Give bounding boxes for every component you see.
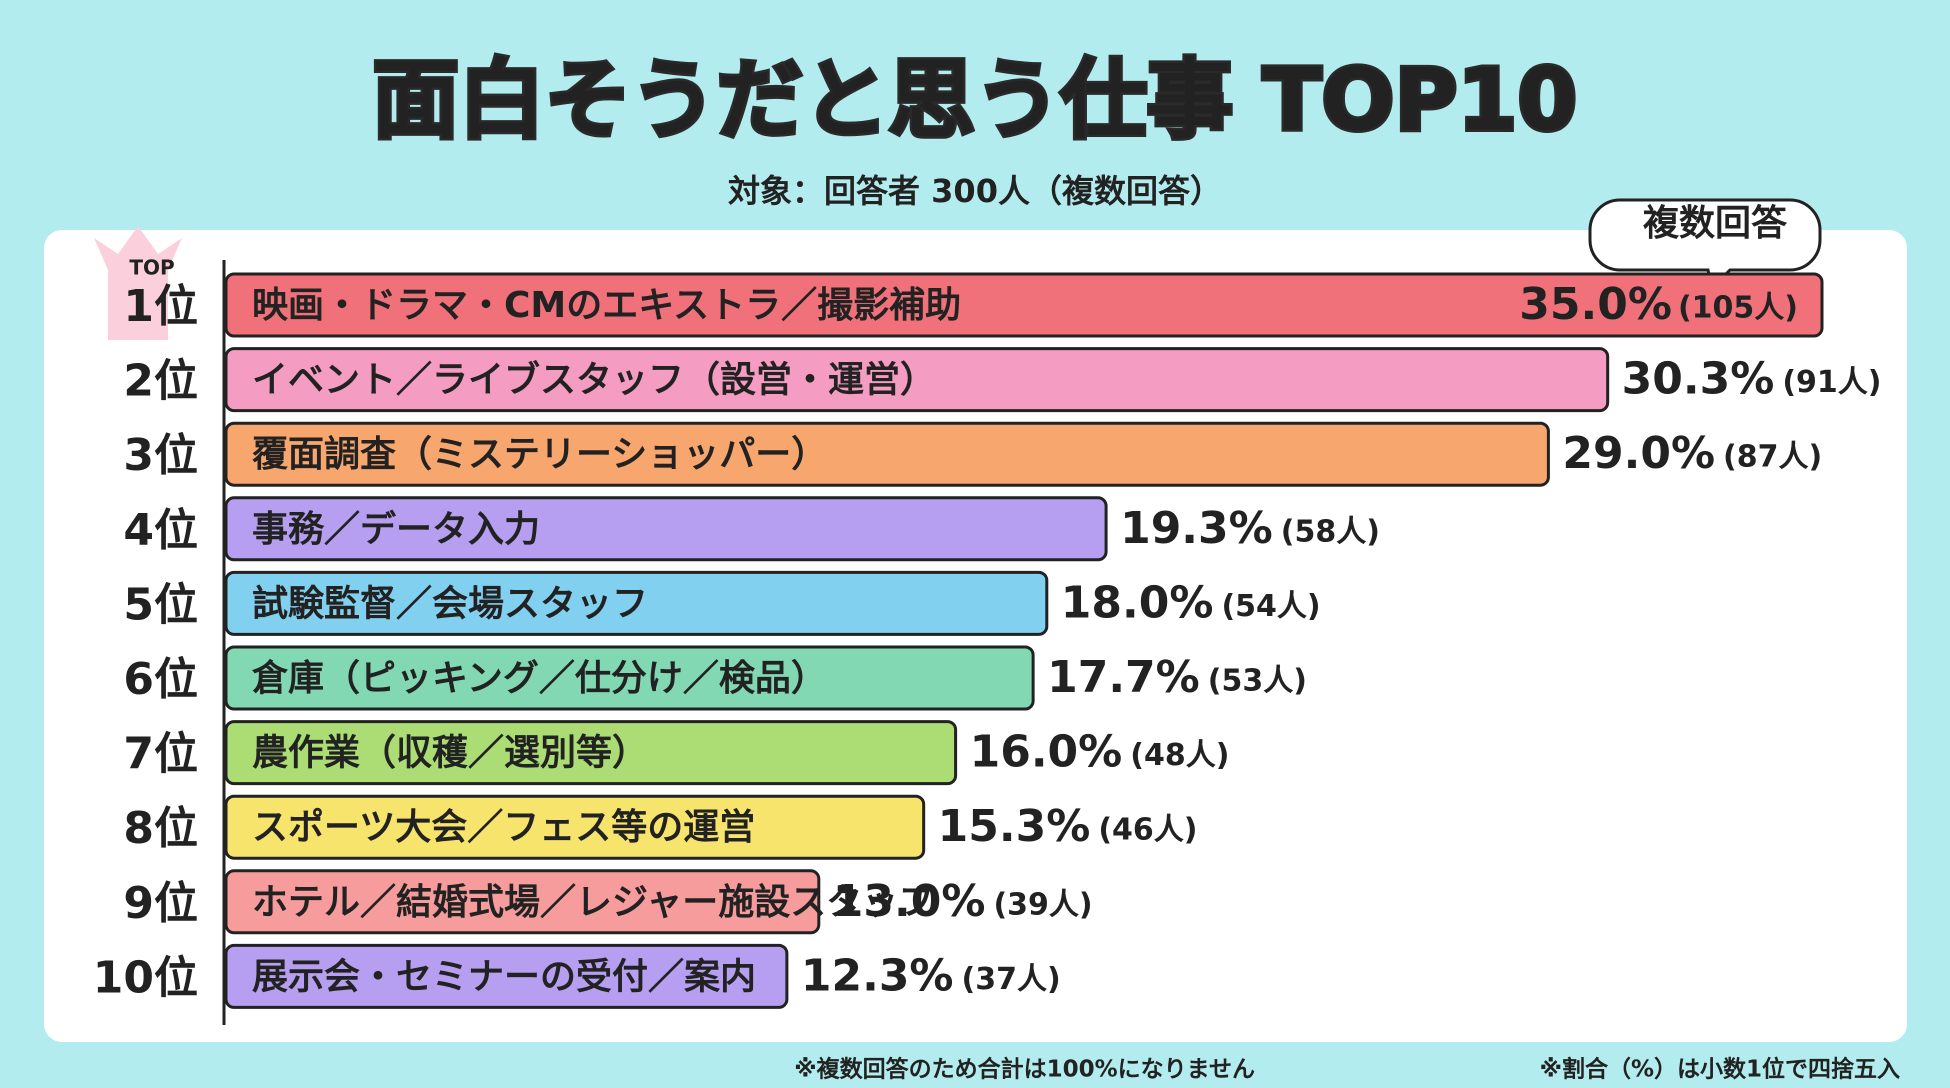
bar: [224, 570, 1049, 636]
bar: [224, 421, 1550, 487]
count-label: (46人): [1098, 813, 1197, 848]
top-label: TOP: [129, 256, 174, 280]
value-label: 17.7%: [1047, 652, 1200, 703]
category-label: 事務／データ入力: [252, 508, 540, 550]
count-label: (48人): [1130, 738, 1229, 773]
category-label: 展示会・セミナーの受付／案内: [252, 956, 756, 997]
value-label: 29.0%: [1562, 428, 1715, 479]
chart-title: 面白そうだと思う仕事 TOP10: [373, 50, 1577, 150]
rank-label: 8位: [123, 803, 198, 854]
count-label: (87人): [1723, 440, 1822, 475]
bar: [224, 720, 958, 786]
rank-label: 1位: [123, 281, 198, 332]
category-label: 映画・ドラマ・CMのエキストラ／撮影補助: [252, 285, 961, 326]
value-label: 16.0%: [970, 727, 1123, 778]
count-label: (58人): [1281, 514, 1380, 549]
value-label: 19.3%: [1120, 503, 1273, 554]
rank-label: 10位: [93, 952, 198, 1003]
crown: [94, 226, 182, 340]
category-label: ホテル／結婚式場／レジャー施設スタッフ: [252, 882, 934, 923]
rank-label: 6位: [123, 654, 198, 705]
value-label: 18.0%: [1061, 577, 1214, 628]
bar: [224, 347, 1610, 413]
count-label: (91人): [1782, 365, 1881, 400]
subtitle: 対象：回答者 300人（複数回答）: [728, 172, 1222, 210]
count-label: (37人): [962, 962, 1061, 997]
category-label: 倉庫（ピッキング／仕分け／検品）: [251, 658, 827, 699]
badge: 複数回答: [1643, 203, 1788, 244]
category-label: 覆面調査（ミステリーショッパー）: [252, 434, 827, 475]
bar: [224, 869, 821, 935]
category-label: 試験監督／会場スタッフ: [252, 583, 648, 624]
value-label: 12.3%: [801, 950, 954, 1001]
note: ※割合（%）は小数1位で四捨五入: [1540, 1056, 1900, 1083]
category-label: イベント／ライブスタッフ（設営・運営）: [252, 359, 936, 401]
rank-label: 5位: [123, 579, 198, 630]
bar: [224, 496, 1108, 562]
count-label: (39人): [993, 887, 1092, 922]
category-label: 農作業（収穫／選別等）: [252, 733, 648, 774]
rank-label: 4位: [123, 505, 198, 556]
value-label: 13.0%: [833, 876, 986, 927]
rank-label: 2位: [123, 356, 198, 407]
count-label: (105人): [1678, 291, 1798, 326]
note: ※複数回答のため合計は100%になりません: [794, 1056, 1255, 1083]
rank-label: 9位: [123, 878, 198, 929]
value-label: 15.3%: [938, 801, 1091, 852]
bar: [224, 794, 926, 860]
bar: [224, 645, 1035, 711]
count-label: (54人): [1221, 589, 1320, 624]
value-label: 35.0%: [1519, 279, 1672, 330]
count-label: (53人): [1208, 664, 1307, 699]
rank-label: 7位: [123, 729, 198, 780]
bar: [224, 943, 789, 1009]
rank-label: 3位: [123, 430, 198, 481]
value-label: 30.3%: [1622, 354, 1775, 405]
category-label: スポーツ大会／フェス等の運営: [252, 806, 755, 848]
bar: [224, 272, 1824, 338]
